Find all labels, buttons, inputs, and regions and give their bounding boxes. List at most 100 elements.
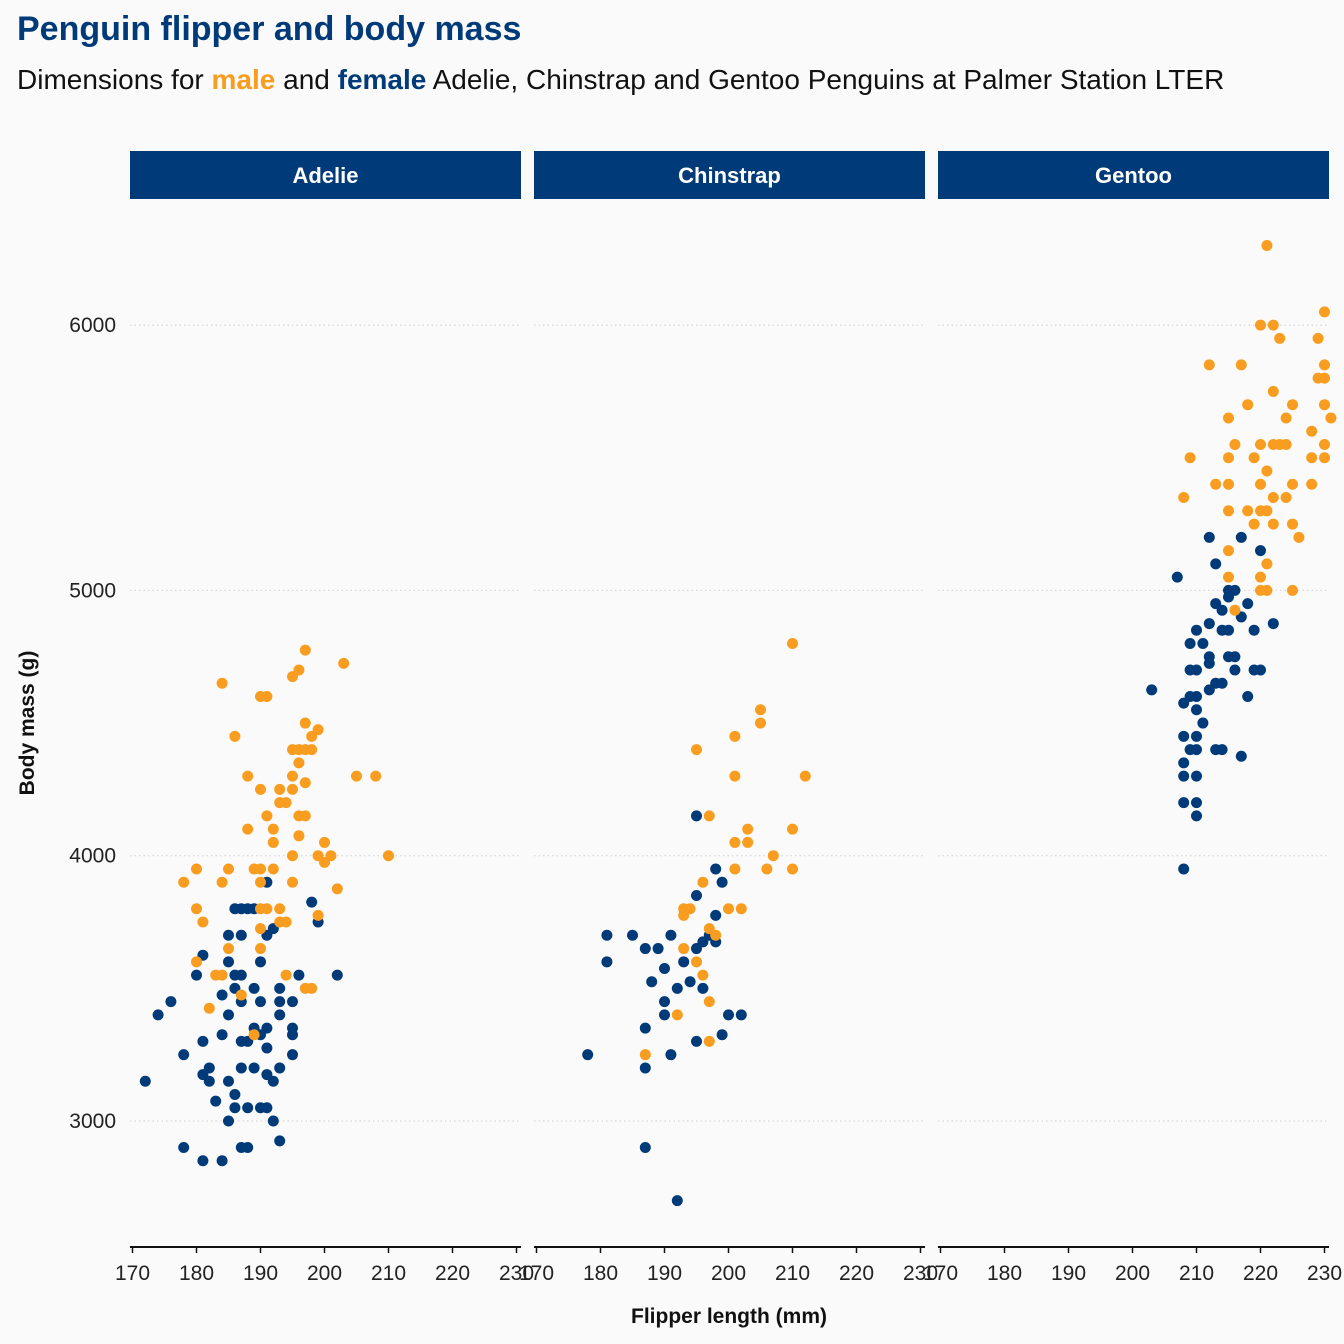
- point-male: [280, 916, 292, 928]
- point-female: [203, 1062, 215, 1074]
- point-male: [1280, 438, 1292, 450]
- point-male: [755, 704, 766, 716]
- point-male: [299, 810, 311, 822]
- point-male: [691, 744, 702, 756]
- point-female: [287, 1029, 298, 1041]
- point-male: [1267, 492, 1279, 504]
- x-tick-label: 230: [499, 1262, 534, 1285]
- point-male: [767, 850, 779, 862]
- point-female: [1229, 664, 1241, 676]
- x-tick-label: 190: [1051, 1262, 1086, 1285]
- point-female: [1216, 677, 1228, 689]
- point-male: [299, 717, 311, 729]
- point-male: [1229, 438, 1241, 450]
- x-tick-label: 220: [435, 1262, 470, 1285]
- point-male: [299, 777, 311, 789]
- point-male: [1255, 319, 1266, 331]
- point-male: [1223, 478, 1234, 490]
- point-female: [261, 1042, 273, 1054]
- point-female: [1178, 797, 1190, 809]
- point-female: [1210, 558, 1222, 570]
- point-male: [255, 923, 266, 935]
- point-female: [639, 1142, 651, 1154]
- point-male: [306, 744, 318, 756]
- point-female: [178, 1049, 190, 1061]
- point-male: [255, 783, 266, 795]
- point-female: [671, 982, 683, 994]
- point-male: [1267, 518, 1279, 530]
- y-tick-label: 5000: [69, 579, 116, 602]
- point-female: [639, 1022, 651, 1034]
- point-male: [1287, 478, 1298, 490]
- point-male: [1242, 505, 1254, 517]
- point-female: [1191, 770, 1202, 782]
- point-male: [710, 929, 722, 941]
- point-male: [325, 850, 337, 862]
- point-male: [671, 1009, 683, 1021]
- point-female: [1191, 797, 1202, 809]
- point-male: [1261, 584, 1273, 596]
- facet-label: Chinstrap: [678, 163, 781, 188]
- point-female: [197, 1035, 209, 1047]
- point-female: [261, 1102, 273, 1114]
- facet-strip: [938, 151, 1329, 199]
- point-female: [1178, 730, 1190, 742]
- point-male: [787, 637, 798, 649]
- point-male: [197, 916, 209, 928]
- point-male: [261, 810, 273, 822]
- point-male: [235, 989, 247, 1001]
- point-female: [223, 956, 234, 968]
- y-tick-label: 3000: [69, 1110, 116, 1133]
- point-female: [191, 969, 202, 981]
- facet-label: Gentoo: [1095, 163, 1172, 188]
- point-female: [267, 1115, 279, 1127]
- point-male: [761, 863, 773, 875]
- point-female: [646, 976, 658, 988]
- point-male: [267, 863, 279, 875]
- x-tick-label: 230: [903, 1262, 938, 1285]
- point-female: [1255, 664, 1266, 676]
- point-female: [274, 1062, 286, 1074]
- point-male: [1319, 452, 1330, 464]
- point-female: [223, 1115, 234, 1127]
- point-female: [1242, 598, 1254, 610]
- point-female: [139, 1075, 151, 1087]
- point-male: [1210, 478, 1222, 490]
- x-tick-label: 210: [1179, 1262, 1214, 1285]
- subtitle-female-word: female: [337, 64, 427, 95]
- facet-strip: [534, 151, 925, 199]
- x-tick-label: 180: [179, 1262, 214, 1285]
- point-female: [152, 1009, 164, 1021]
- point-female: [235, 969, 247, 981]
- point-male: [723, 903, 734, 915]
- point-female: [1191, 691, 1202, 703]
- point-male: [255, 863, 266, 875]
- point-male: [299, 644, 311, 656]
- x-tick-label: 200: [307, 1262, 342, 1285]
- point-female: [216, 989, 228, 1001]
- x-axis-title: Flipper length (mm): [631, 1305, 827, 1328]
- point-female: [242, 1142, 254, 1154]
- point-female: [1191, 704, 1202, 716]
- point-female: [1255, 545, 1266, 557]
- point-female: [287, 996, 298, 1008]
- point-male: [787, 863, 798, 875]
- point-female: [1197, 637, 1209, 649]
- point-male: [1223, 452, 1234, 464]
- point-female: [216, 1029, 228, 1041]
- subtitle-male-word: male: [211, 64, 276, 95]
- point-male: [678, 943, 690, 955]
- point-female: [716, 1029, 728, 1041]
- point-female: [223, 1009, 234, 1021]
- point-female: [229, 1088, 241, 1100]
- point-female: [601, 956, 613, 968]
- point-male: [351, 770, 362, 782]
- x-tick-label: 170: [519, 1262, 554, 1285]
- point-female: [716, 876, 728, 888]
- point-male: [280, 797, 292, 809]
- point-female: [1191, 664, 1202, 676]
- point-male: [331, 883, 343, 895]
- point-male: [1242, 399, 1254, 411]
- point-male: [1178, 492, 1190, 504]
